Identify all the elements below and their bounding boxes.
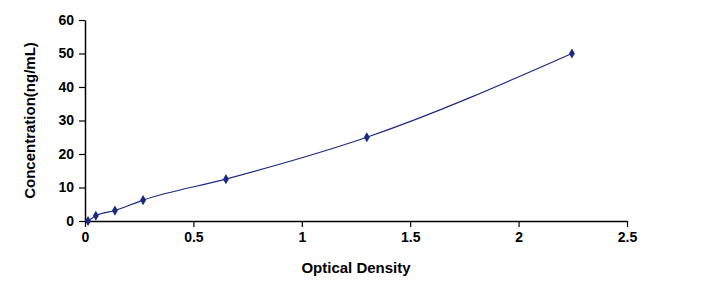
tick-mark <box>79 120 85 121</box>
point <box>364 132 370 142</box>
y-axis-title: Concentration(ng/mL) <box>21 42 38 199</box>
point <box>140 195 146 205</box>
tick-label: 2.5 <box>618 229 638 245</box>
tick: 20 <box>58 146 85 162</box>
tick-label: 30 <box>58 112 74 128</box>
tick-label: 0 <box>82 229 90 245</box>
tick-mark <box>193 221 194 227</box>
point <box>223 174 229 184</box>
tick-mark <box>627 221 628 227</box>
tick: 40 <box>58 79 85 95</box>
tick-mark <box>302 221 303 227</box>
tick: 2 <box>515 221 523 245</box>
tick-label: 40 <box>58 79 74 95</box>
tick-mark <box>410 221 411 227</box>
tick: 1.5 <box>401 221 421 245</box>
chart: 0 0.5 1 1.5 2 2.5 0 10 20 30 40 50 60 Optical Density… <box>0 0 704 297</box>
tick: 50 <box>58 45 85 61</box>
tick-label: 20 <box>58 146 74 162</box>
tick-label: 50 <box>58 45 74 61</box>
point <box>93 211 99 221</box>
tick-mark <box>79 221 85 222</box>
plot: 0 0.5 1 1.5 2 2.5 0 10 20 30 40 50 60 <box>58 12 637 245</box>
tick-label: 2 <box>515 229 523 245</box>
tick-label: 1.5 <box>401 229 421 245</box>
point <box>85 216 91 226</box>
tick-mark <box>79 20 85 21</box>
tick-label: 0.5 <box>184 229 204 245</box>
tick-mark <box>79 53 85 54</box>
tick: 30 <box>58 112 85 128</box>
x-axis-title: Optical Density <box>301 259 411 276</box>
y-axis: 0 10 20 30 40 50 60 <box>58 12 85 229</box>
tick-mark <box>79 187 85 188</box>
tick-label: 60 <box>58 12 74 28</box>
tick-label: 1 <box>298 229 306 245</box>
series <box>85 48 575 226</box>
tick-mark <box>79 87 85 88</box>
tick: 1 <box>298 221 306 245</box>
tick-mark <box>518 221 519 227</box>
tick-label: 10 <box>58 179 74 195</box>
point <box>569 48 575 58</box>
axis-line <box>86 221 628 223</box>
tick-label: 0 <box>66 213 74 229</box>
x-axis: 0 0.5 1 1.5 2 2.5 <box>82 221 638 245</box>
tick: 60 <box>58 12 85 28</box>
tick: 2.5 <box>618 221 638 245</box>
tick-mark <box>79 154 85 155</box>
tick: 10 <box>58 179 85 195</box>
curve <box>88 54 572 222</box>
point <box>112 205 118 215</box>
tick: 0.5 <box>184 221 204 245</box>
tick: 0 <box>66 213 85 229</box>
